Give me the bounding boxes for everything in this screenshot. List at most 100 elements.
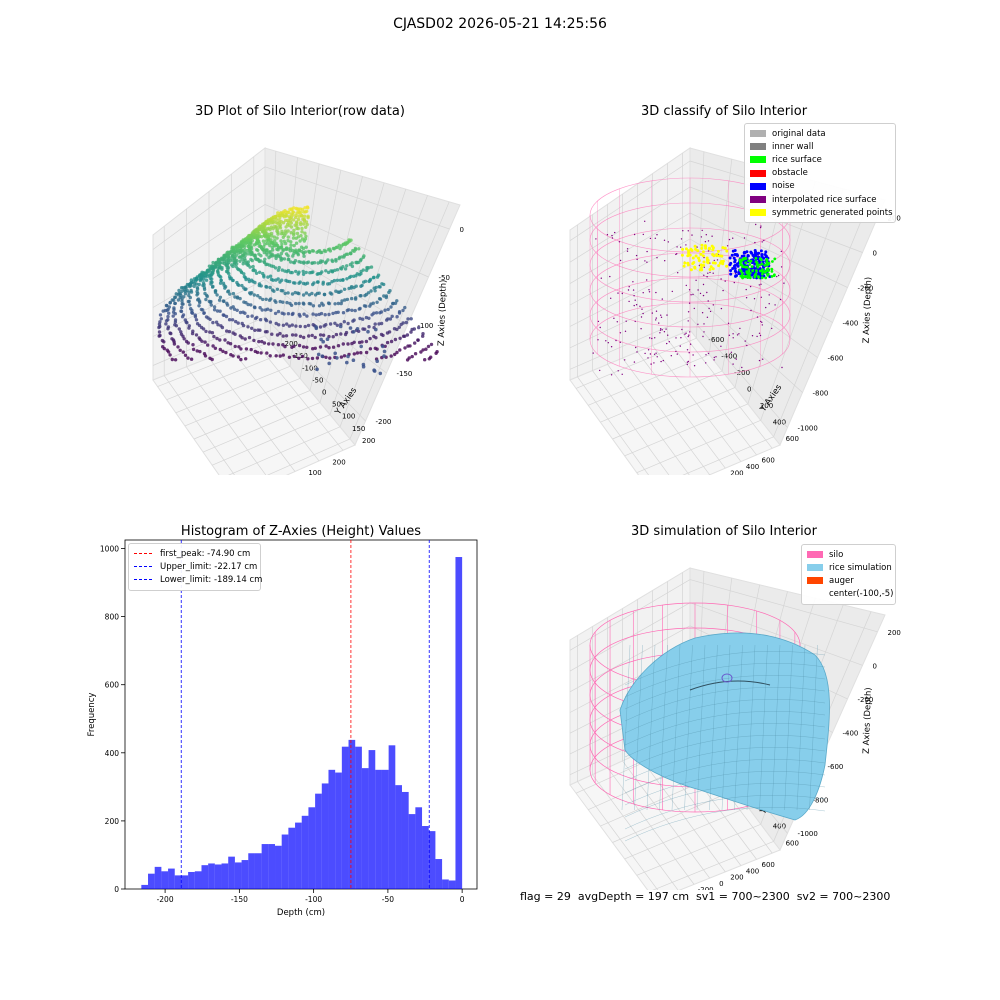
scatter-point <box>403 346 407 350</box>
scatter-point <box>364 315 369 320</box>
interpolated-point <box>624 359 626 361</box>
scatter-point <box>301 251 306 255</box>
interpolated-point <box>610 374 613 376</box>
scatter-point <box>268 250 272 254</box>
interpolated-point <box>607 342 609 344</box>
p1-z-axis-label: Z Axies (Depth) <box>437 279 449 346</box>
scatter-point <box>271 221 275 225</box>
scatter-point <box>179 330 183 334</box>
legend-label: silo <box>829 549 844 560</box>
scatter-point <box>208 330 212 334</box>
scatter-point <box>404 320 409 325</box>
interpolated-point <box>676 246 678 248</box>
scatter-point <box>321 339 325 344</box>
interpolated-point <box>706 276 708 278</box>
legend-label: rice simulation <box>829 562 892 573</box>
scatter-point <box>328 291 332 295</box>
interpolated-point <box>707 272 709 274</box>
scatter-point <box>301 246 306 251</box>
scatter-point <box>258 270 262 274</box>
p1-y-tick-label: 100 <box>342 413 355 421</box>
p4-grid-line <box>636 823 761 876</box>
interpolated-point <box>707 352 710 355</box>
p2-x-tick-label: 200 <box>730 470 743 475</box>
histogram-bar <box>161 871 169 889</box>
scatter-point <box>306 206 310 210</box>
scatter-point <box>215 293 219 297</box>
scatter-point <box>257 241 262 246</box>
scatter-point <box>279 288 283 293</box>
scatter-point <box>379 321 384 326</box>
rice-surface <box>619 632 830 821</box>
scatter-point <box>326 282 330 286</box>
scatter-point <box>310 249 315 253</box>
symmetric-point <box>706 260 709 264</box>
interpolated-point <box>760 296 762 298</box>
symmetric-point <box>683 261 687 265</box>
scatter-point <box>345 264 349 268</box>
scatter-point <box>281 334 285 338</box>
interpolated-point <box>703 274 705 276</box>
scatter-point <box>192 284 196 288</box>
surface-mesh-line <box>721 644 731 811</box>
scatter-point <box>390 314 394 318</box>
scatter-point <box>249 241 253 246</box>
interpolated-point <box>640 316 643 318</box>
p1-y-tick-label: -100 <box>302 364 318 372</box>
interpolated-point <box>689 331 691 333</box>
scatter-point <box>271 342 275 346</box>
scatter-point <box>274 243 279 247</box>
scatter-point <box>330 258 334 262</box>
scatter-point <box>242 300 246 304</box>
scatter-point <box>316 261 320 265</box>
interpolated-point <box>633 361 636 363</box>
interpolated-point <box>755 223 757 226</box>
scatter-point <box>306 323 311 328</box>
scatter-point <box>168 353 172 357</box>
scatter-point <box>276 268 281 272</box>
scatter-point <box>304 270 308 275</box>
interpolated-point <box>720 307 723 310</box>
scatter-point <box>278 354 282 358</box>
interpolated-point <box>646 250 648 253</box>
scatter-point <box>216 270 220 274</box>
interpolated-point <box>640 328 642 330</box>
interpolated-point <box>761 321 763 323</box>
scatter-point <box>259 351 263 355</box>
interpolated-point <box>621 292 623 295</box>
scatter-point <box>290 323 294 327</box>
scatter-point <box>304 291 309 295</box>
scatter-point <box>237 251 241 255</box>
scatter-point <box>238 310 243 315</box>
scatter-point <box>278 226 283 230</box>
scatter-point <box>243 337 247 341</box>
scatter-point <box>179 309 183 313</box>
scatter-point <box>248 265 252 269</box>
scatter-point <box>274 321 278 326</box>
scatter-point <box>301 281 306 286</box>
scatter-point <box>231 331 235 335</box>
scatter-point <box>183 285 187 290</box>
scatter-point <box>170 357 174 362</box>
scatter-point <box>256 257 260 261</box>
interpolated-point <box>689 343 692 345</box>
scatter-point <box>310 356 315 361</box>
scatter-point <box>377 285 381 289</box>
p1-grid-line <box>212 414 331 466</box>
scatter-point <box>278 215 282 220</box>
symmetric-point <box>718 261 722 265</box>
histogram-bar <box>275 845 282 889</box>
scatter-point <box>307 293 312 297</box>
scatter-point <box>177 288 181 293</box>
scatter-point <box>377 297 382 301</box>
legend-label: rice surface <box>772 154 822 165</box>
scatter-point <box>345 308 349 313</box>
symmetric-point <box>693 244 697 248</box>
interpolated-point <box>760 320 762 323</box>
legend-swatch <box>750 209 766 217</box>
rice-surface-point <box>743 275 747 279</box>
scatter-point <box>301 301 305 305</box>
interpolated-point <box>605 340 607 342</box>
scatter-point <box>290 345 294 349</box>
scatter-point <box>212 305 217 309</box>
